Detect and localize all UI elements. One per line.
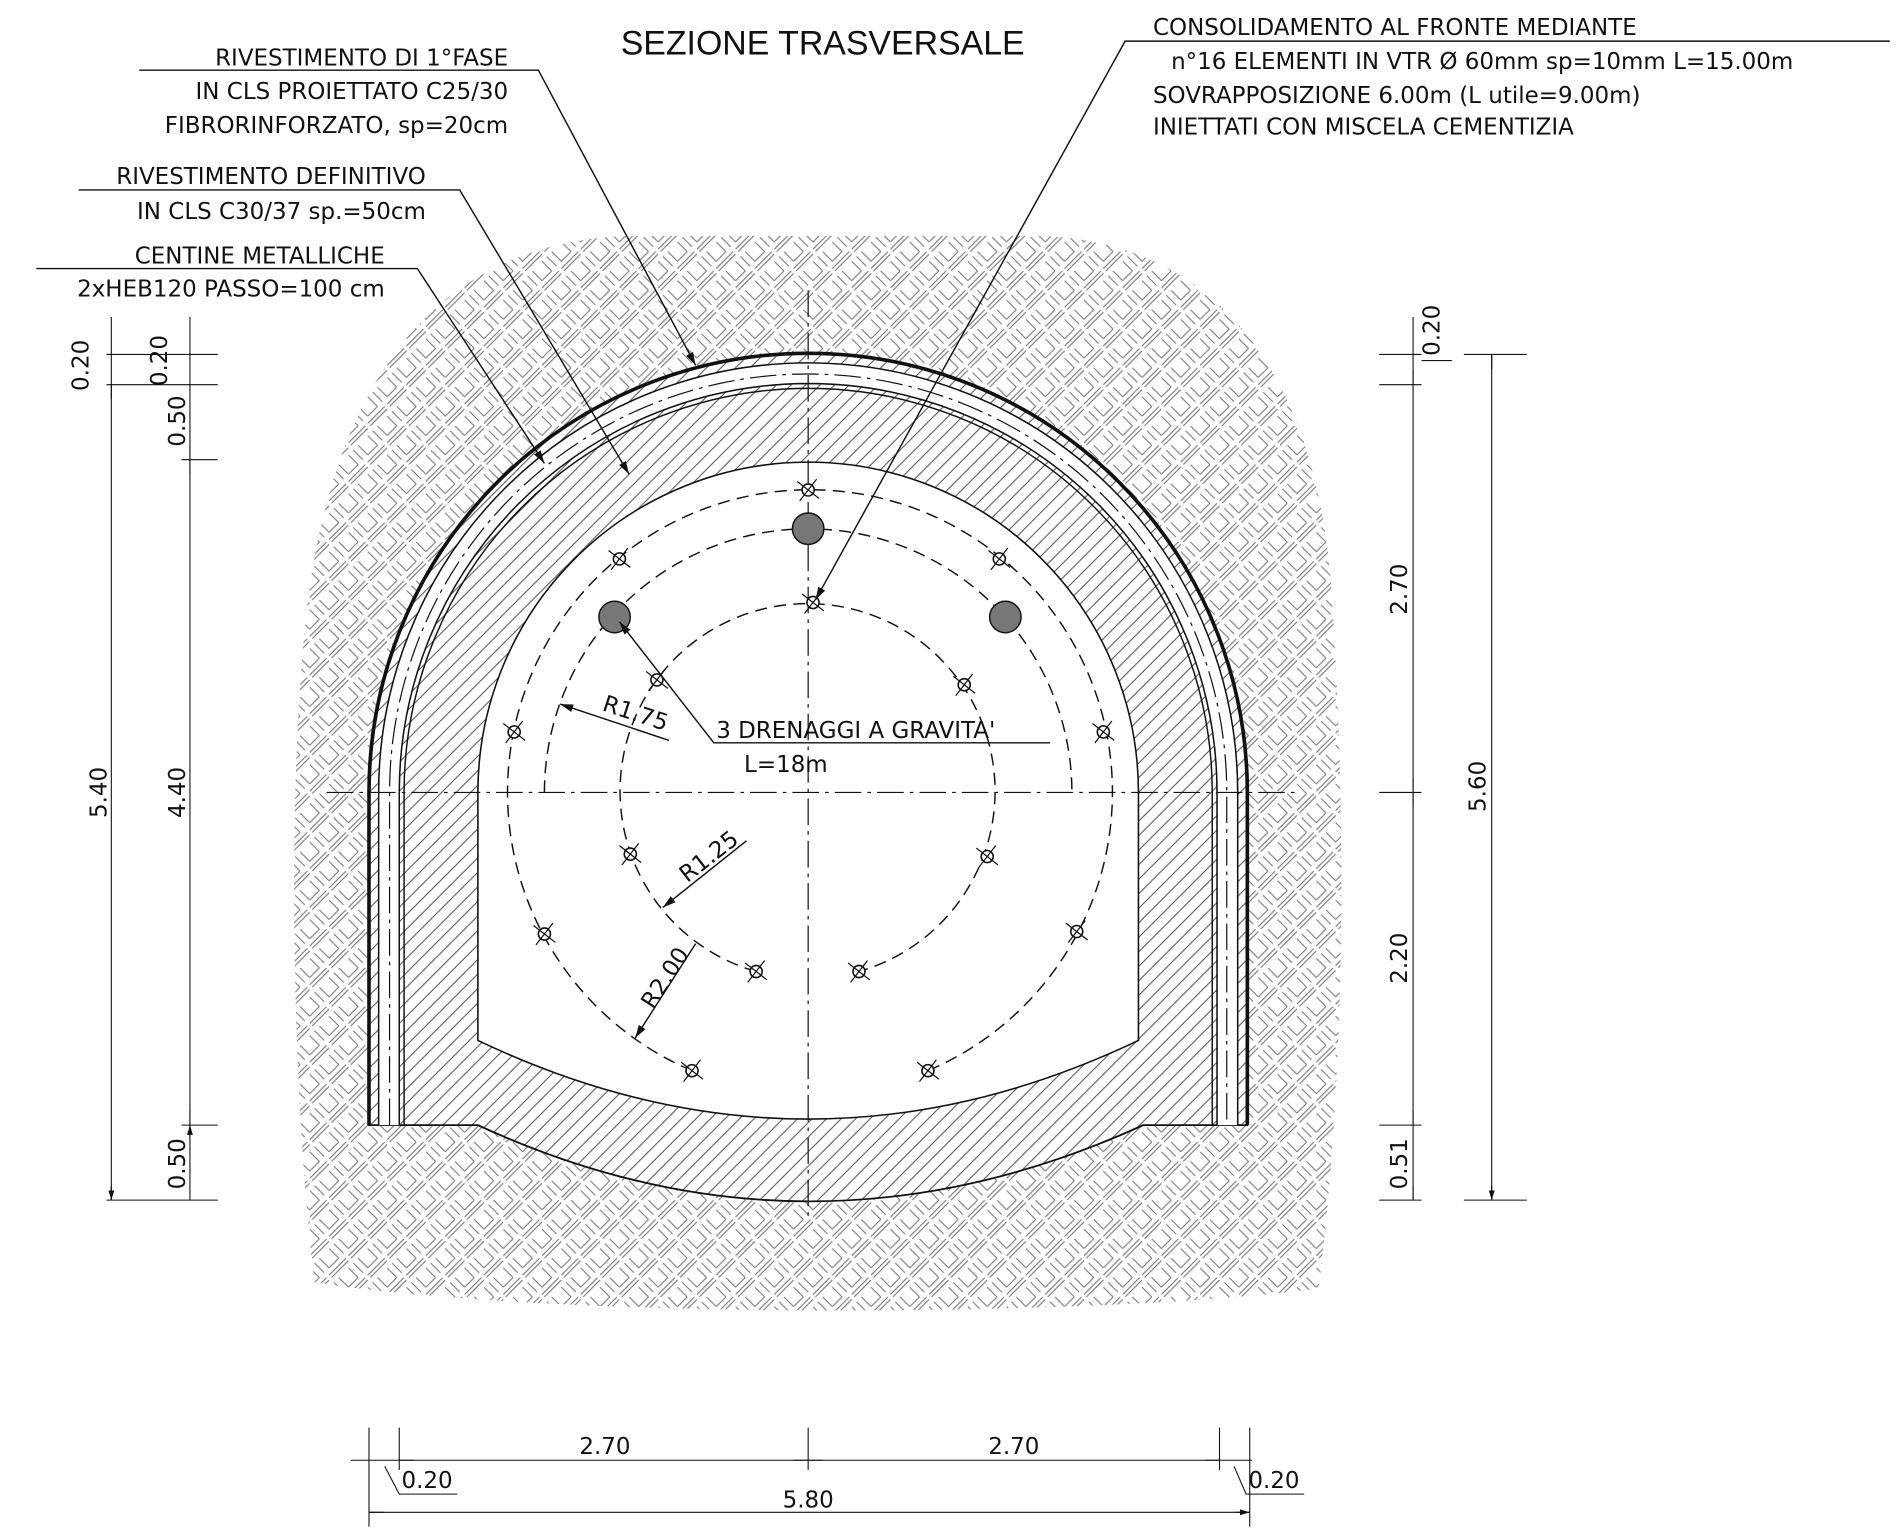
bolt-cross — [680, 1059, 704, 1082]
dimension-text: 0.50 — [165, 1138, 191, 1189]
bolt-cross — [1065, 920, 1089, 943]
callout-text: L=18m — [744, 752, 828, 778]
bolt-cross — [1092, 720, 1115, 744]
leader — [634, 943, 697, 1039]
dimension-text: 0.20 — [1420, 305, 1446, 356]
callout-text: IN CLS C30/37 sp.=50cm — [137, 199, 426, 225]
leader — [618, 621, 1051, 744]
callout-text: RIVESTIMENTO DEFINITIVO — [116, 164, 426, 190]
drains — [598, 512, 1022, 634]
dimension-text: 2.20 — [1387, 933, 1413, 984]
dimension-text: 2.70 — [1387, 564, 1413, 615]
dimension-text: 0.50 — [165, 395, 191, 446]
leader — [139, 69, 697, 366]
bolt-cross — [608, 547, 631, 571]
leader — [36, 267, 546, 464]
bolt-cross — [533, 922, 556, 946]
callout-text: RIVESTIMENTO DI 1°FASE — [215, 45, 508, 71]
bolt-cross — [952, 673, 976, 697]
bolt-cross — [645, 668, 669, 692]
dimension-text: 4.40 — [165, 767, 191, 818]
dimension-text: 2.70 — [988, 1434, 1039, 1460]
callout-text: CENTINE METALLICHE — [135, 244, 385, 270]
callout-text: FIBRORINFORZATO, sp=20cm — [165, 113, 508, 139]
leader — [662, 840, 747, 908]
leader — [814, 40, 1890, 601]
bolt-cross — [988, 547, 1011, 571]
callout-text: 3 DRENAGGI A GRAVITA' — [716, 718, 995, 744]
dimension-line — [106, 316, 218, 1201]
dimension-text: 0.51 — [1387, 1138, 1413, 1189]
dimension-arrow — [368, 1459, 1250, 1512]
leader — [78, 189, 630, 475]
callout-text: INIETTATI CON MISCELA CEMENTIZIA — [1153, 114, 1574, 140]
bolt-cross — [619, 842, 642, 866]
bolt-cross — [502, 720, 526, 744]
callout-text: IN CLS PROIETTATO C25/30 — [196, 79, 509, 105]
title: SEZIONE TRASVERSALE — [621, 24, 1025, 62]
dimension-text: 0.20 — [147, 335, 173, 386]
bolts — [502, 478, 1115, 1082]
callout-text: CONSOLIDAMENTO AL FRONTE MEDIANTE — [1153, 15, 1637, 41]
leader — [559, 703, 670, 742]
dimension-text: 5.40 — [86, 767, 112, 818]
dimension-text: 5.60 — [1466, 761, 1492, 812]
bolt-cross — [796, 478, 820, 502]
dimension-text: 5.80 — [783, 1487, 834, 1513]
bolt-cross — [916, 1059, 940, 1082]
dimension-text: 0.20 — [401, 1468, 452, 1494]
callout-text: SOVRAPPOSIZIONE 6.00m (L utile=9.00m) — [1153, 83, 1640, 109]
bolt-cross — [847, 960, 871, 983]
axis — [326, 290, 1301, 1222]
dimension-text: 0.20 — [68, 340, 94, 391]
dimension-text: 2.70 — [579, 1434, 630, 1460]
callout-text: n°16 ELEMENTI IN VTR Ø 60mm sp=10mm L=15… — [1171, 49, 1793, 75]
bolt-cross — [744, 960, 768, 983]
rib-axis — [388, 373, 1228, 1126]
bolt-cross — [975, 845, 999, 868]
callout-text: 2xHEB120 PASSO=100 cm — [77, 276, 385, 302]
dimension-line — [1379, 316, 1527, 1201]
dimension-arrow — [1412, 354, 1492, 1200]
dimension-text: 0.20 — [1248, 1468, 1299, 1494]
